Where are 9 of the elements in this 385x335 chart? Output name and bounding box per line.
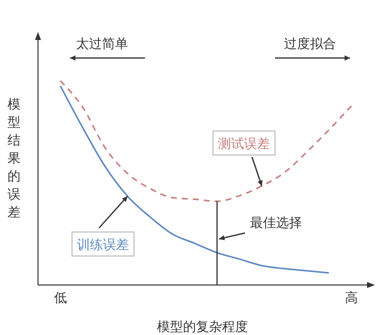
- text: 训练误差: [77, 238, 129, 253]
- series-label: 测试误差: [218, 137, 270, 152]
- annotation: 最佳选择: [250, 216, 302, 231]
- x-tick-label: 高: [344, 290, 358, 306]
- x-tick-label: 低: [54, 291, 67, 306]
- y-axis-title: 模型结果的误差: [8, 98, 20, 220]
- x-axis-title: 模型的复杂程度: [157, 319, 248, 335]
- text: 太过简单: [76, 37, 128, 52]
- text: 过度拟合: [284, 36, 336, 52]
